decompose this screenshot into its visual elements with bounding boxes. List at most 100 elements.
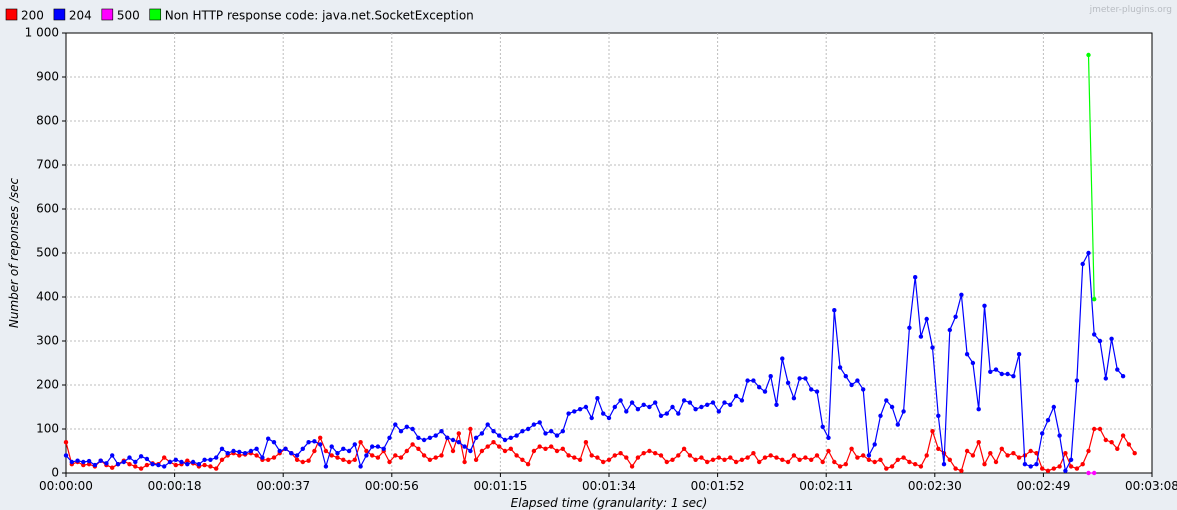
data-point	[1005, 371, 1010, 377]
data-point	[404, 448, 409, 454]
data-point	[266, 457, 271, 462]
data-point	[127, 455, 132, 460]
data-point	[254, 446, 259, 451]
data-point	[964, 352, 970, 357]
data-point	[629, 400, 635, 405]
data-point	[1051, 466, 1057, 471]
data-point	[947, 457, 952, 462]
data-point	[323, 448, 329, 454]
data-point	[306, 440, 311, 445]
data-point	[1080, 462, 1085, 467]
data-point	[924, 453, 929, 458]
data-point	[346, 459, 352, 465]
data-point	[1120, 433, 1126, 438]
data-point	[681, 398, 687, 403]
data-point	[219, 457, 225, 462]
data-point	[525, 426, 531, 432]
data-point	[993, 367, 999, 372]
data-point	[1103, 437, 1109, 443]
data-point	[110, 453, 115, 458]
data-point	[757, 385, 762, 390]
data-point	[687, 453, 693, 458]
data-point	[1028, 464, 1033, 469]
data-point	[462, 459, 467, 465]
data-point	[341, 446, 346, 451]
x-axis-ticks: 00:00:00 00:00:18 00:00:37 00:00:56 00:01:15…	[39, 473, 1177, 493]
data-point	[335, 451, 340, 456]
data-point	[271, 455, 277, 460]
data-point	[370, 444, 375, 449]
data-point	[947, 327, 952, 333]
data-point	[86, 458, 92, 464]
data-point	[774, 455, 779, 460]
data-point	[1063, 451, 1068, 456]
y-tick-label: 600	[36, 202, 59, 216]
x-tick-label: 00:02:30	[908, 479, 962, 493]
data-point	[664, 459, 669, 465]
data-point	[162, 464, 167, 469]
data-point	[445, 435, 450, 440]
data-point	[115, 462, 121, 467]
data-point	[601, 411, 606, 416]
data-point	[537, 444, 542, 449]
data-point	[393, 453, 398, 458]
data-point	[820, 459, 825, 465]
data-point	[872, 442, 877, 447]
data-point	[884, 466, 889, 471]
data-point	[242, 451, 248, 456]
series-line-3	[1087, 54, 1095, 300]
data-point	[439, 453, 444, 458]
data-point	[993, 459, 999, 465]
data-point	[843, 374, 848, 379]
data-point	[150, 462, 155, 467]
data-point	[398, 429, 404, 434]
data-point	[1016, 455, 1022, 460]
data-point	[1109, 440, 1114, 445]
data-point	[658, 413, 664, 418]
data-point	[370, 453, 375, 458]
y-tick-label: 300	[36, 334, 59, 348]
data-point	[364, 448, 369, 454]
data-point	[421, 437, 427, 443]
data-point	[133, 464, 138, 469]
data-point	[520, 457, 525, 462]
data-series	[63, 52, 1137, 476]
data-point	[341, 457, 346, 462]
data-point	[999, 446, 1004, 451]
data-point	[312, 448, 317, 454]
data-point	[843, 462, 848, 467]
data-point	[554, 433, 560, 438]
data-point	[1068, 457, 1074, 462]
data-point	[936, 413, 941, 418]
data-point	[1040, 466, 1045, 471]
data-point	[624, 455, 629, 460]
data-point	[785, 380, 791, 385]
x-tick-label: 00:00:00	[39, 479, 93, 493]
data-point	[762, 389, 768, 394]
data-point	[549, 444, 554, 449]
data-point	[889, 464, 895, 469]
x-tick-label: 00:00:56	[365, 479, 419, 493]
data-point	[970, 453, 976, 458]
y-tick-label: 500	[36, 246, 59, 260]
data-point	[710, 400, 716, 405]
data-point	[809, 457, 814, 462]
data-point	[375, 455, 381, 460]
data-point	[635, 455, 641, 460]
data-point	[895, 422, 900, 427]
data-point	[485, 444, 490, 449]
data-point	[179, 459, 184, 465]
data-point	[913, 275, 918, 280]
data-point	[1092, 297, 1097, 302]
data-point	[266, 436, 271, 441]
data-point	[837, 464, 843, 469]
data-point	[208, 464, 213, 469]
data-point	[502, 448, 508, 454]
data-point	[907, 325, 912, 330]
data-point	[681, 446, 687, 451]
data-point	[497, 444, 502, 449]
data-point	[716, 409, 721, 414]
data-point	[294, 457, 300, 462]
data-point	[1057, 464, 1062, 469]
legend-label-3: Non HTTP response code: java.net.SocketE…	[165, 9, 474, 23]
